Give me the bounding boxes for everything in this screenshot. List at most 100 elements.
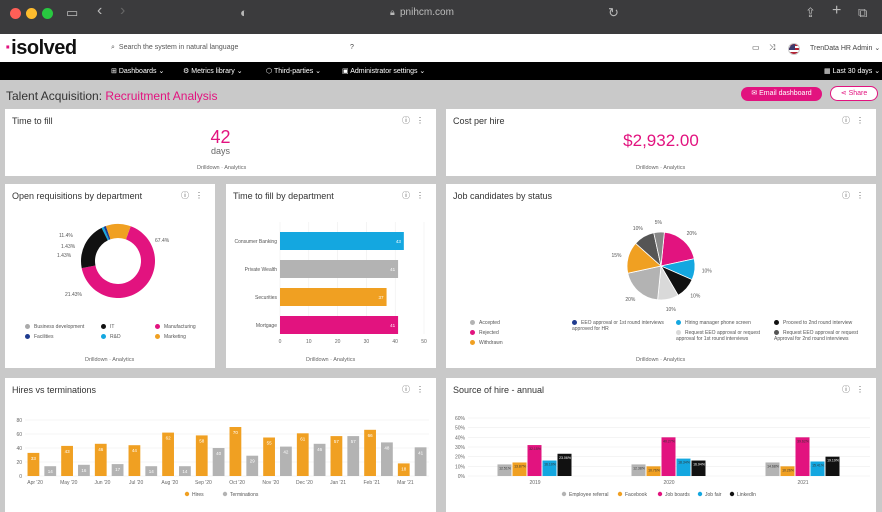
date-range-selector[interactable]: ▦ Last 30 days ⌄ xyxy=(824,68,881,75)
email-dashboard-button[interactable]: ✉ Email dashboard xyxy=(741,87,822,101)
us-flag-icon[interactable] xyxy=(788,43,800,55)
y-tick-label: 10% xyxy=(455,464,466,470)
bar xyxy=(44,466,57,476)
forward-icon[interactable]: › xyxy=(120,2,126,19)
drilldown-link[interactable]: Drilldown · Analytics xyxy=(636,165,686,171)
bar-value-label: 14 xyxy=(182,469,188,474)
bar xyxy=(128,445,141,476)
bar-value-label: 37 xyxy=(379,295,385,300)
card-info-menu-icons[interactable]: ⓘ⋮ xyxy=(842,385,870,394)
nav-third-parties[interactable]: ⬡ Third-parties ⌄ xyxy=(266,68,322,75)
bar xyxy=(631,464,646,476)
nav-admin-settings[interactable]: ▣ Administrator settings ⌄ xyxy=(342,68,426,75)
legend-item[interactable]: Business development xyxy=(25,324,84,330)
minimize-window-button[interactable] xyxy=(26,8,37,19)
legend-item[interactable]: Proceed to 2nd round interview xyxy=(774,320,870,326)
legend-label: IT xyxy=(110,324,115,330)
bar xyxy=(280,288,387,306)
card-title: Open requisitions by department xyxy=(12,191,143,201)
bar xyxy=(61,445,73,476)
pie-chart: 20% 10% 10% 10% 20% 15% 10% 5% xyxy=(612,220,713,313)
pie-slice-label: 10% xyxy=(666,307,677,313)
bar-value-label: 43 xyxy=(65,449,71,454)
card-title: Hires vs terminations xyxy=(12,385,97,395)
x-tick-label: Aug '20 xyxy=(161,480,178,486)
y-tick-label: 20 xyxy=(16,460,22,466)
shuffle-icon[interactable]: ⤨ xyxy=(769,43,776,52)
bar xyxy=(542,460,557,476)
time-to-fill-by-dept-card: Time to fill by department ⓘ⋮ 0 10 20 30 40 5… xyxy=(226,184,436,368)
main-nav: ⊞ Dashboards ⌄ ⚙ Metrics library ⌄ ⬡ Thi… xyxy=(0,62,882,80)
legend-item[interactable]: Hiring manager phone screen xyxy=(676,320,772,326)
bar-value-label: 10.26% xyxy=(782,468,794,472)
legend-item[interactable]: Withdrawn xyxy=(470,340,530,346)
legend-item[interactable]: Rejected xyxy=(470,330,530,336)
nav-metrics-library[interactable]: ⚙ Metrics library ⌄ xyxy=(183,68,243,75)
sidebar-toggle-icon[interactable]: ▭ xyxy=(66,5,79,20)
shield-icon[interactable]: ◐ xyxy=(240,5,248,20)
nav-dashboards[interactable]: ⊞ Dashboards ⌄ xyxy=(111,68,165,75)
drilldown-link[interactable]: Drilldown · Analytics xyxy=(306,357,356,363)
card-info-menu-icons[interactable]: ⓘ⋮ xyxy=(842,191,870,200)
bar xyxy=(280,260,399,278)
search-input[interactable]: ⌕ Search the system in natural language xyxy=(111,44,239,51)
legend-item[interactable]: Facilities xyxy=(25,334,53,340)
legend-label: Business development xyxy=(34,324,85,330)
user-menu[interactable]: TrenData HR Admin ⌄ xyxy=(810,45,881,52)
legend-item[interactable]: R&D xyxy=(101,334,121,340)
donut-slice-label: 21.43% xyxy=(65,292,83,298)
legend-swatch xyxy=(561,491,567,497)
donut-slice-label: 1.43% xyxy=(57,253,72,259)
share-label: Share xyxy=(848,90,868,97)
legend-item[interactable]: Manufacturing xyxy=(155,324,196,330)
pie-legend: Accepted Rejected Withdrawn EEO approval or… xyxy=(446,320,876,348)
card-info-menu-icons[interactable]: ⓘ⋮ xyxy=(402,191,430,200)
legend-item[interactable]: Request EEO approval or request approval… xyxy=(676,330,772,342)
drilldown-link[interactable]: Drilldown · Analytics xyxy=(85,357,135,363)
legend-item[interactable]: Marketing xyxy=(155,334,186,340)
card-info-menu-icons[interactable]: ⓘ⋮ xyxy=(842,116,870,125)
legend-item[interactable]: Request EEO approval or request Approval… xyxy=(774,330,870,342)
x-tick-label: May '20 xyxy=(60,480,78,486)
page-title: Talent Acquisition: Recruitment Analysis xyxy=(6,89,217,103)
hires-vs-terminations-card: Hires vs terminations ⓘ⋮ 0 20 40 60 80 33 43 46… xyxy=(5,378,436,512)
reload-icon[interactable]: ↻ xyxy=(608,5,619,20)
card-info-menu-icons[interactable]: ⓘ⋮ xyxy=(402,116,430,125)
legend-swatch xyxy=(184,491,190,497)
card-info-menu-icons[interactable]: ⓘ⋮ xyxy=(402,385,430,394)
bar xyxy=(195,435,208,476)
legend-item[interactable]: EEO approval or 1st round interviews app… xyxy=(572,320,668,332)
close-window-button[interactable] xyxy=(10,8,21,19)
share-icon[interactable]: ⇪ xyxy=(805,5,816,20)
video-icon[interactable]: ▭ xyxy=(752,43,760,52)
legend-item[interactable]: Accepted xyxy=(470,320,530,326)
bar xyxy=(229,427,242,476)
nav-third-label: Third-parties ⌄ xyxy=(273,68,322,75)
bar-value-label: 42 xyxy=(283,450,289,455)
x-tick-label: 50 xyxy=(421,339,427,345)
legend-label: EEO approval or 1st round interviews app… xyxy=(572,320,664,332)
x-tick-label: 40 xyxy=(392,339,398,345)
bar xyxy=(527,445,542,476)
back-icon[interactable]: ‹ xyxy=(97,2,103,19)
x-tick-label: 10 xyxy=(306,339,312,345)
job-candidates-card: Job candidates by status ⓘ⋮ 20% 10% 10% 10%… xyxy=(446,184,876,368)
help-icon[interactable]: ? xyxy=(350,44,354,51)
bar xyxy=(280,232,404,250)
donut-slice xyxy=(105,224,131,240)
drilldown-link[interactable]: Drilldown · Analytics xyxy=(636,357,686,363)
url-field[interactable]: pnihcm.com xyxy=(400,7,454,18)
legend-label: Accepted xyxy=(479,320,500,326)
card-info-menu-icons[interactable]: ⓘ⋮ xyxy=(181,191,209,200)
donut-chart: 67.4% 21.43% 1.43% 1.43% 11.4% xyxy=(57,224,170,298)
new-tab-icon[interactable]: + xyxy=(832,2,842,19)
share-button[interactable]: ⋖ Share xyxy=(830,86,878,101)
bar xyxy=(212,448,225,476)
legend-item[interactable]: IT xyxy=(101,324,114,330)
card-title: Cost per hire xyxy=(453,116,505,126)
tabs-overview-icon[interactable]: ⧉ xyxy=(858,5,868,20)
bar-value-label: 14 xyxy=(48,469,54,474)
isolved-logo[interactable]: ·isolved xyxy=(5,37,77,59)
drilldown-link[interactable]: Drilldown · Analytics xyxy=(197,165,247,171)
maximize-window-button[interactable] xyxy=(42,8,53,19)
